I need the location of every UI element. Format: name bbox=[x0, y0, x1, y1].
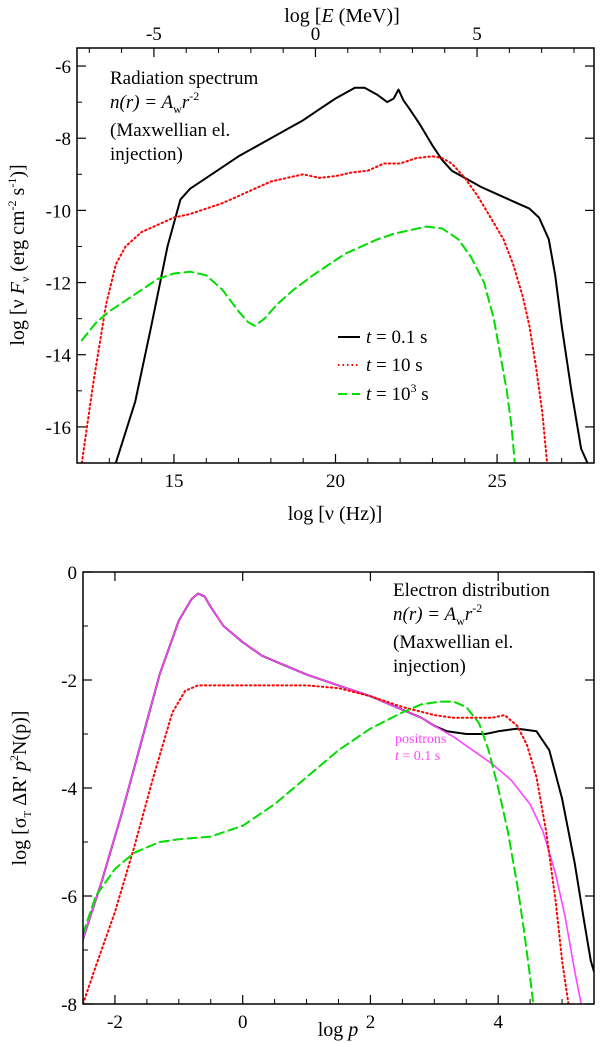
annotation-line-4: injection) bbox=[110, 144, 183, 165]
x-tick-label: 4 bbox=[493, 1012, 503, 1033]
x-tick-label: -2 bbox=[107, 1012, 123, 1033]
x-tick-label: 0 bbox=[238, 1012, 248, 1033]
top-tick-label: -5 bbox=[146, 24, 162, 45]
y-tick-label: -14 bbox=[46, 346, 72, 367]
bottom-y-axis-title: log [σT ΔR' p2N(p)] bbox=[7, 711, 34, 866]
bottom-annotation-line-1: Electron distribution bbox=[393, 580, 550, 601]
series-positrons-t-0-1-s bbox=[83, 592, 583, 1004]
annotation-line-1: Radiation spectrum bbox=[110, 68, 258, 89]
top-axis-title: log [E (MeV)] bbox=[284, 5, 400, 27]
legend-label-0: t = 0.1 s bbox=[366, 327, 427, 348]
x-tick-label: 20 bbox=[326, 471, 345, 492]
top-tick-label: 5 bbox=[472, 24, 482, 45]
bottom-annotation-line-3: (Maxwellian el. bbox=[393, 632, 513, 653]
top-tick-label: 0 bbox=[311, 24, 321, 45]
positrons-label-line-1: positrons bbox=[395, 732, 446, 747]
top-annotation: Radiation spectrum n(r) = Awr-2 (Maxwell… bbox=[110, 68, 258, 165]
y-tick-label: 0 bbox=[68, 563, 78, 584]
legend-label-2: t = 103 s bbox=[366, 381, 429, 405]
y-tick-label: -10 bbox=[46, 201, 71, 222]
top-plot-frame bbox=[76, 47, 595, 464]
legend: t = 0.1 s t = 10 s t = 103 s bbox=[338, 327, 429, 405]
positrons-label: positrons t = 0.1 s bbox=[395, 732, 446, 764]
top-ticks: 15 20 25 -16 -14 -12 -10 -8 -6 -5 0 5 bbox=[46, 24, 595, 492]
y-axis-title: log [ν Fν (erg cm-2 s-1)] bbox=[5, 164, 32, 345]
bottom-annotation-line-2: n(r) = Awr-2 bbox=[393, 601, 482, 628]
bottom-plot-frame bbox=[82, 571, 595, 1005]
annotation-line-3: (Maxwellian el. bbox=[110, 120, 230, 141]
positrons-label-line-2: t = 0.1 s bbox=[395, 749, 440, 764]
y-tick-label: -6 bbox=[61, 887, 77, 908]
x-axis-title: log [ν (Hz)] bbox=[288, 503, 383, 525]
x-tick-label: 25 bbox=[488, 471, 507, 492]
series-t-0-1-s bbox=[114, 86, 589, 463]
legend-label-1: t = 10 s bbox=[366, 355, 423, 376]
x-tick-label: 2 bbox=[366, 1012, 376, 1033]
bottom-curves bbox=[83, 592, 594, 1004]
y-tick-label: -16 bbox=[46, 418, 71, 439]
series-t-10-s bbox=[83, 684, 570, 1004]
bottom-annotation: Electron distribution n(r) = Awr-2 (Maxw… bbox=[393, 580, 550, 677]
y-tick-label: -12 bbox=[46, 274, 71, 295]
series-t-10-3-s bbox=[80, 225, 516, 463]
x-tick-label: 15 bbox=[164, 471, 183, 492]
y-tick-label: -8 bbox=[61, 995, 77, 1016]
series-t-0-1-s bbox=[83, 592, 594, 973]
annotation-line-2: n(r) = Awr-2 bbox=[110, 89, 199, 116]
y-tick-label: -6 bbox=[55, 57, 71, 78]
radiation-spectrum-panel: 15 20 25 -16 -14 -12 -10 -8 -6 -5 0 5 log [E (MeV)]… bbox=[5, 5, 595, 525]
series-t-10-3-s bbox=[83, 700, 535, 1004]
electron-distribution-panel: -2 0 2 4 -8 -6 -4 -2 0 log p log [σT ΔR' p2N(p)]… bbox=[7, 563, 595, 1041]
y-tick-label: -4 bbox=[61, 779, 77, 800]
bottom-ticks: -2 0 2 4 -8 -6 -4 -2 0 bbox=[61, 563, 595, 1033]
y-tick-label: -2 bbox=[61, 671, 77, 692]
bottom-annotation-line-4: injection) bbox=[393, 656, 466, 677]
series-t-10-s bbox=[80, 155, 549, 463]
top-curves bbox=[80, 86, 589, 463]
y-tick-label: -8 bbox=[55, 129, 71, 150]
bottom-x-axis-title: log p bbox=[318, 1019, 359, 1041]
